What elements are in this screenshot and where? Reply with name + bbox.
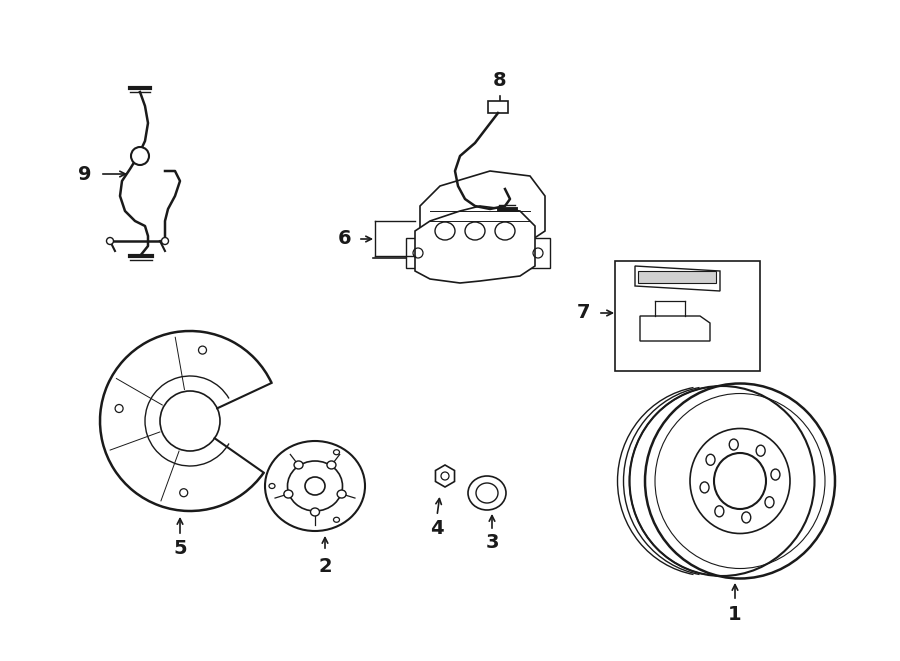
- Bar: [638, 271, 716, 283]
- Text: 8: 8: [493, 71, 507, 91]
- Text: 4: 4: [430, 518, 444, 537]
- Ellipse shape: [327, 461, 336, 469]
- Text: 7: 7: [577, 303, 590, 323]
- Ellipse shape: [338, 490, 346, 498]
- Text: 1: 1: [728, 605, 742, 623]
- Text: 5: 5: [173, 539, 187, 559]
- Ellipse shape: [468, 476, 506, 510]
- Ellipse shape: [294, 461, 303, 469]
- Ellipse shape: [161, 237, 168, 245]
- Bar: [406, 238, 430, 268]
- Polygon shape: [640, 316, 710, 341]
- Polygon shape: [436, 465, 454, 487]
- Ellipse shape: [435, 222, 455, 240]
- Text: 3: 3: [485, 533, 499, 553]
- Polygon shape: [635, 266, 720, 291]
- Bar: [488, 101, 508, 113]
- Ellipse shape: [131, 147, 149, 165]
- Ellipse shape: [106, 237, 113, 245]
- Polygon shape: [415, 206, 535, 283]
- Text: 6: 6: [338, 229, 352, 249]
- Ellipse shape: [495, 222, 515, 240]
- Text: 9: 9: [78, 165, 92, 184]
- Ellipse shape: [284, 490, 292, 498]
- Bar: [615, 261, 760, 371]
- Text: 2: 2: [319, 557, 332, 576]
- Bar: [526, 238, 550, 268]
- Ellipse shape: [465, 222, 485, 240]
- Ellipse shape: [310, 508, 320, 516]
- Polygon shape: [420, 171, 545, 246]
- Ellipse shape: [476, 483, 498, 503]
